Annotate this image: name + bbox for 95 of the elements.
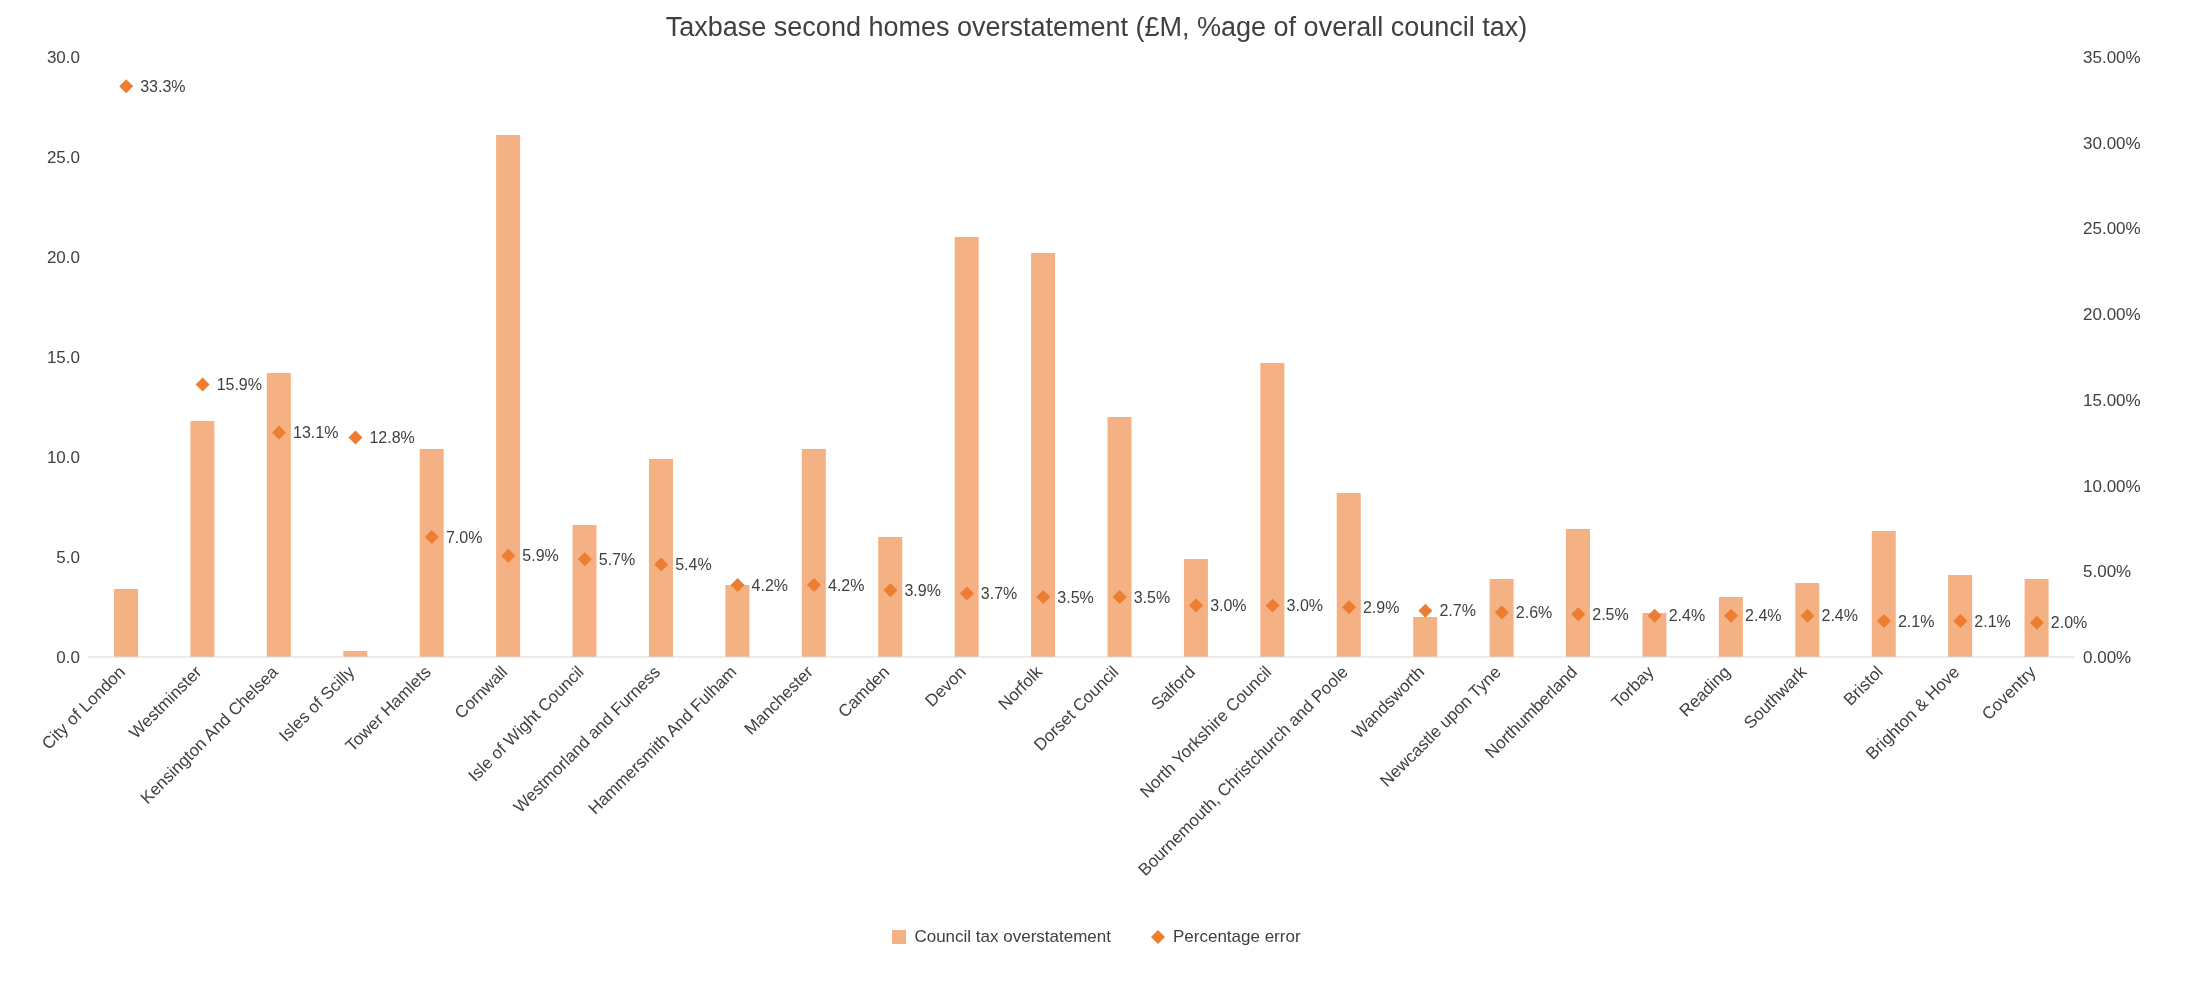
point <box>501 548 516 563</box>
point <box>1953 614 1968 628</box>
data-label: 3.0% <box>1210 597 1247 615</box>
point <box>730 578 745 592</box>
y-tick-label: 5.0 <box>56 548 80 568</box>
legend-label: Percentage error <box>1172 927 1301 947</box>
point <box>1876 614 1891 628</box>
bar <box>1871 531 1896 657</box>
data-label: 2.4% <box>1668 607 1706 625</box>
y-tick-label: 25.0 <box>46 148 80 168</box>
bar <box>1107 417 1132 657</box>
y2-tick-label: 15.00% <box>2083 390 2141 410</box>
y2-tick-label: 5.00% <box>2083 562 2132 582</box>
data-label: 4.2% <box>828 576 865 594</box>
y-tick-label: 10.0 <box>46 448 80 468</box>
y-tick-label: 20.0 <box>46 248 80 268</box>
bar <box>801 449 826 657</box>
point <box>119 79 134 94</box>
bar <box>1031 253 1056 657</box>
point <box>1724 608 1739 623</box>
point <box>1112 590 1127 604</box>
bar <box>1183 559 1208 657</box>
data-label: 2.0% <box>2050 614 2088 632</box>
point <box>1647 608 1662 623</box>
y2-tick-label: 10.00% <box>2083 476 2141 496</box>
data-label: 2.4% <box>1821 607 1858 625</box>
point <box>807 578 822 592</box>
data-label: 33.3% <box>140 77 186 95</box>
point <box>1494 605 1509 620</box>
bar <box>419 449 444 657</box>
bar <box>572 525 597 657</box>
bar <box>496 135 521 657</box>
data-label: 5.9% <box>522 547 559 565</box>
data-label: 2.6% <box>1515 603 1553 621</box>
data-label: 3.5% <box>1057 588 1094 606</box>
data-label: 3.9% <box>904 581 941 599</box>
data-label: 2.1% <box>1974 612 2011 630</box>
bar <box>954 237 979 657</box>
point <box>1265 598 1280 613</box>
y2-tick-label: 20.00% <box>2083 305 2141 325</box>
point <box>1800 608 1815 623</box>
data-label: 12.8% <box>369 429 415 447</box>
y-tick-label: 15.0 <box>46 348 80 368</box>
point <box>2029 615 2044 630</box>
data-label: 13.1% <box>293 423 339 441</box>
y2-tick-label: 30.00% <box>2083 133 2141 153</box>
bar <box>1260 363 1285 657</box>
data-label: 15.9% <box>216 375 263 393</box>
point <box>959 586 974 601</box>
chart-title: Taxbase second homes overstatement (£M, %age of overall council tax) <box>664 11 1529 44</box>
data-label: 3.5% <box>1133 588 1171 606</box>
data-label: 3.7% <box>980 585 1018 603</box>
point <box>1189 598 1204 613</box>
point <box>654 557 669 572</box>
bar <box>1489 579 1514 657</box>
y2-tick-label: 35.00% <box>2083 48 2141 68</box>
point <box>272 425 287 440</box>
data-label: 5.7% <box>598 550 636 568</box>
point <box>195 377 210 392</box>
data-label: 2.7% <box>1439 602 1476 620</box>
bar <box>2024 579 2049 657</box>
y2-tick-label: 25.00% <box>2083 219 2141 239</box>
data-label: 3.0% <box>1286 597 1324 615</box>
bar <box>266 373 291 657</box>
data-label: 2.5% <box>1592 605 1629 623</box>
bar <box>1336 493 1361 657</box>
point <box>1418 603 1433 618</box>
point <box>883 583 898 598</box>
point <box>424 530 439 544</box>
point <box>577 552 592 567</box>
bar <box>1642 613 1667 657</box>
bar <box>878 537 903 657</box>
bar <box>725 585 750 657</box>
data-label: 5.4% <box>675 555 712 573</box>
bar <box>1948 575 1973 657</box>
bar <box>1795 583 1820 657</box>
bar <box>1718 597 1743 657</box>
point <box>348 430 363 445</box>
data-label: 7.0% <box>445 528 483 546</box>
y-tick-label: 30.0 <box>46 48 80 68</box>
point <box>1571 607 1586 622</box>
point <box>1341 600 1356 615</box>
bar <box>114 589 138 657</box>
legend-label: Council tax overstatement <box>914 927 1111 947</box>
data-label: 4.2% <box>751 576 789 594</box>
y-tick-label: 0.0 <box>56 648 80 668</box>
bar <box>648 459 673 657</box>
bar <box>1413 617 1438 657</box>
data-label: 2.4% <box>1745 607 1782 625</box>
bar <box>1566 529 1591 657</box>
data-label: 2.9% <box>1362 598 1400 616</box>
point <box>1036 590 1051 604</box>
y2-tick-label: 0.00% <box>2083 648 2132 668</box>
bar <box>190 421 215 657</box>
data-label: 2.1% <box>1897 612 1935 630</box>
